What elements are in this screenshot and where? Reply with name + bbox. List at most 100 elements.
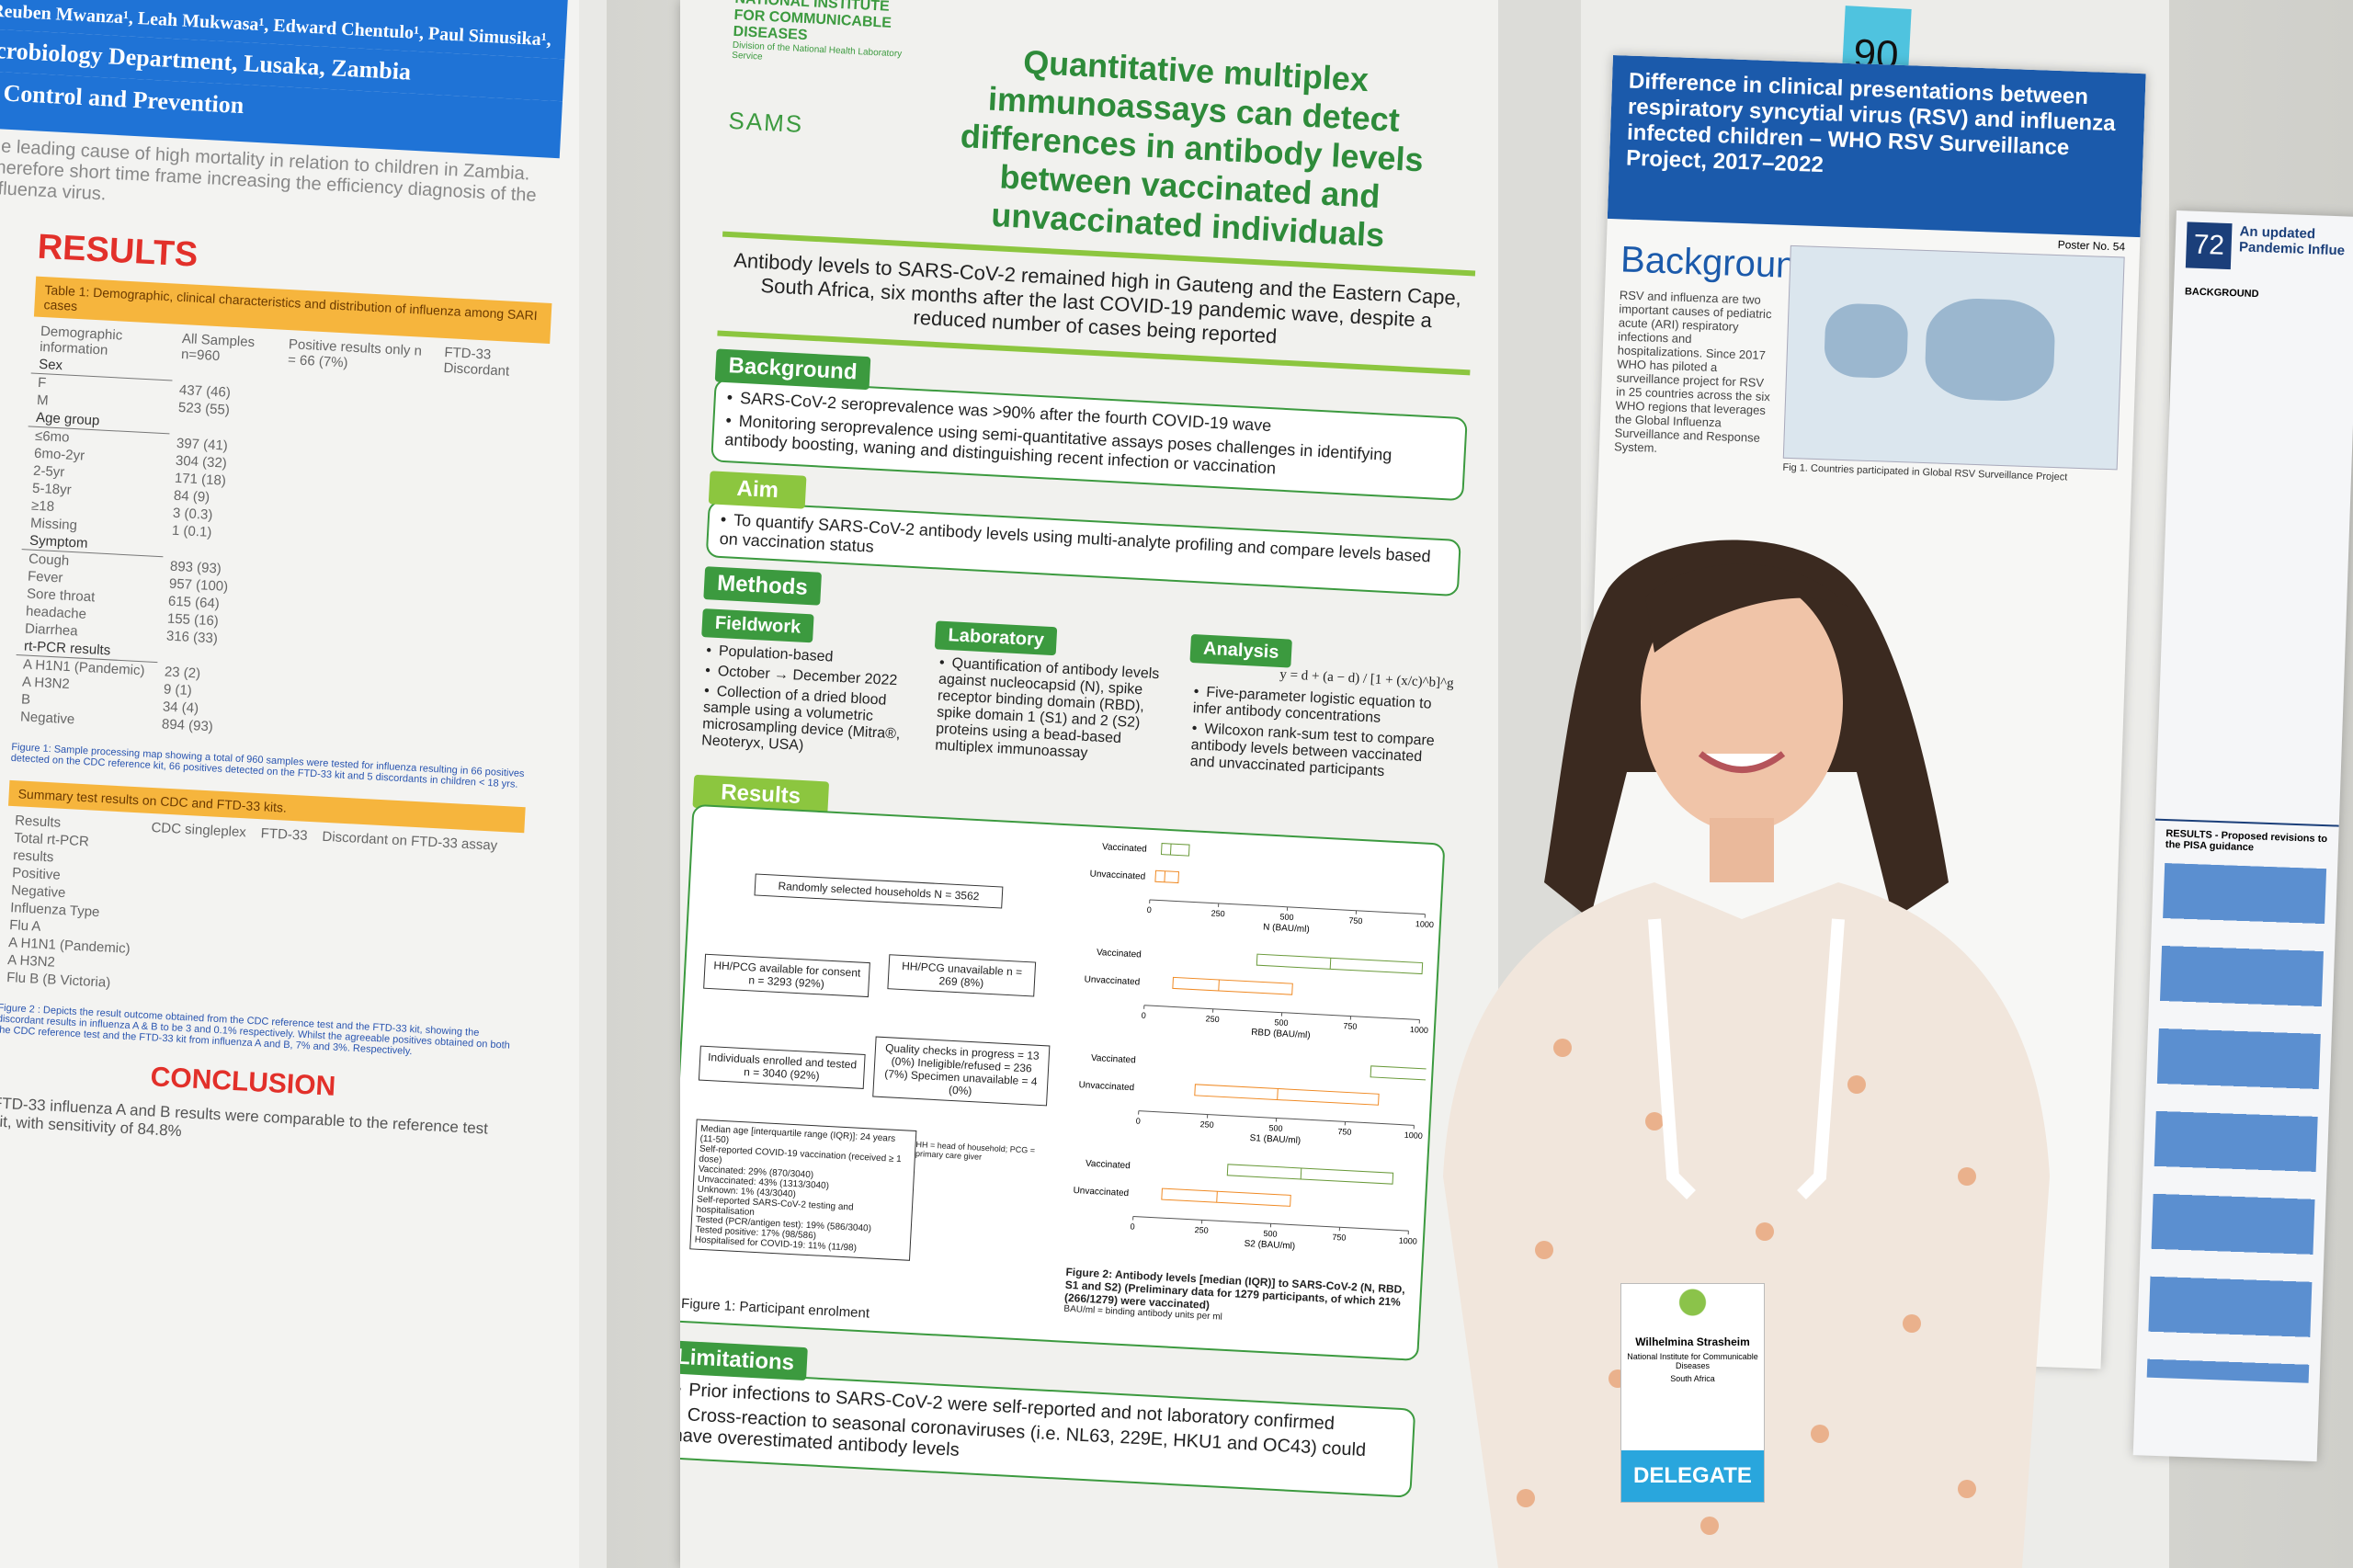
group-label: Vaccinated [1097,948,1142,960]
group-label: Unvaccinated [1073,1186,1129,1199]
tick-label: 1000 [1410,1025,1429,1035]
dress [1443,882,2050,1568]
badge-role: DELEGATE [1621,1450,1764,1502]
method-list: Population-basedOctober → December 2022C… [695,637,922,769]
spacer [2155,304,2353,825]
tick-label: 0 [1141,1011,1146,1020]
tick-label: 1000 [1404,1131,1424,1141]
flow-box: Individuals enrolled and tested n = 3040… [698,1045,866,1089]
group-label: Unvaccinated [1078,1080,1134,1093]
column-header: Positive results only n = 66 (7%) [287,336,423,371]
tick-label: 0 [1135,1116,1141,1125]
world-map [1782,244,2125,471]
figure-caption: Figure 1: Participant enrolment [680,1295,870,1322]
method-list: Quantification of antibody levels agains… [928,649,1176,776]
demographics-box: Median age [interquartile range (IQR)]: … [689,1119,917,1261]
fringe [1645,563,1847,653]
section-heading: RESULTS - Proposed revisions to the PISA… [2154,818,2339,864]
section-box: SARS-CoV-2 seroprevalence was >90% after… [710,378,1468,502]
poster-title: An updated Pandemic Influe [2238,223,2346,259]
badge-name: Wilhelmina Strasheim [1635,1335,1750,1348]
map-land [1823,302,1909,380]
column-header: CDC singleplex [151,819,247,841]
group-label: Vaccinated [1091,1053,1136,1066]
results-box: Randomly selected households N = 3562 HH/… [680,803,1446,1361]
axis-title: N (BAU/ml) [1263,922,1310,935]
tick-label: 0 [1147,905,1153,915]
group-label: Vaccinated [1086,1159,1131,1172]
box [1154,869,1180,884]
background-text: RSV and influenza are two important caus… [1613,288,1772,455]
section-heading: Background [1620,239,1818,287]
section-heading: Methods [703,566,822,606]
badge-logo [1621,1284,1764,1321]
subheading: Fieldwork [701,608,814,643]
left-poster: Reuben Mwanza¹, Leah Mukwasa¹, Edward Ch… [0,0,579,1568]
flow-box: Randomly selected households N = 3562 [754,873,1004,909]
median [1216,1191,1218,1203]
poster-title: Difference in clinical presentations bet… [1607,55,2146,238]
tick-label: 500 [1274,1017,1289,1028]
axis-title: S1 (BAU/ml) [1249,1133,1301,1146]
name-badge: Wilhelmina Strasheim National Institute … [1620,1283,1765,1503]
list-item: Collection of a dried blood sample using… [701,683,914,760]
figure-caption: Figure 1: Sample processing map showing … [10,741,525,790]
tick-label: 750 [1343,1021,1358,1031]
table: Results CDC singleplex FTD-33 Discordant on… [0,812,506,1012]
badge-organisation: National Institute for Communicable Dise… [1627,1352,1758,1370]
flow-box: Quality checks in progress = 13 (0%) Ine… [872,1036,1051,1107]
subheading: Analysis [1189,633,1293,668]
logo: SAMS [727,106,804,139]
flow-chart: Randomly selected households N = 3562 HH/… [680,843,1069,1293]
table-row: Flu B (B Victoria) [0,969,497,1012]
tick-label: 750 [1348,915,1363,926]
box [1194,1084,1380,1106]
face [1641,574,1843,832]
group-label: Unvaccinated [1084,974,1140,987]
table: Demographic information All Samples n=960… [13,323,550,753]
lanyard [1648,918,1845,1199]
poster-number: 72 [2185,222,2233,270]
badge-country: South Africa [1670,1374,1715,1383]
tick-label: 1000 [1399,1236,1418,1246]
board-frame [579,0,607,1568]
center-poster: NATIONAL INSTITUTE FOR COMMUNICABLE DISE… [680,0,1498,1568]
box [1160,843,1190,857]
figure-caption: Figure 2 : Depicts the result outcome ob… [0,1002,511,1058]
column-header: Discordant on FTD-33 assay [322,828,498,854]
neck [1710,818,1774,882]
flow-box: HH/PCG available for consent n = 3293 (9… [703,953,870,998]
tick-label: 500 [1263,1229,1278,1239]
box [1161,1187,1291,1207]
box [1226,1164,1394,1185]
section-box: Prior infections to SARS-CoV-2 were self… [680,1369,1416,1498]
key-message: Antibody levels to SARS-CoV-2 remained h… [733,248,1462,348]
person [1443,540,2050,1568]
median [1218,979,1220,992]
tick-label: 500 [1279,912,1294,922]
column-header: FTD-33 Discordant [443,344,510,380]
tick-label: 250 [1211,908,1225,918]
tick-label: 750 [1337,1127,1352,1137]
column-header: FTD-33 [260,825,308,844]
tick-label: 1000 [1415,919,1435,929]
tick-label: 750 [1332,1233,1347,1243]
tick-label: 250 [1199,1119,1214,1130]
list-item: Quantification of antibody levels agains… [935,655,1171,767]
flow-box: HH/PCG unavailable n = 269 (8%) [887,954,1037,997]
axis-title: S2 (BAU/ml) [1244,1239,1295,1252]
flow-arrows [2146,862,2327,1383]
box [1370,1065,1438,1091]
section-heading: Aim [708,471,807,509]
tick-label: 0 [1130,1221,1135,1231]
abbreviations: HH = head of household; PCG = primary ca… [915,1140,1036,1162]
map-land [1924,297,2056,403]
group-label: Vaccinated [1102,842,1147,855]
column-header: All Samples n=960 [180,331,256,365]
tick-label: 250 [1205,1014,1220,1024]
box [1256,953,1424,975]
section-heading: Limitations [680,1339,808,1381]
boxplot-figure: Vaccinated Unvaccinated 0 250 500 750 1000 N (B… [1073,842,1438,1252]
median [1329,958,1332,970]
